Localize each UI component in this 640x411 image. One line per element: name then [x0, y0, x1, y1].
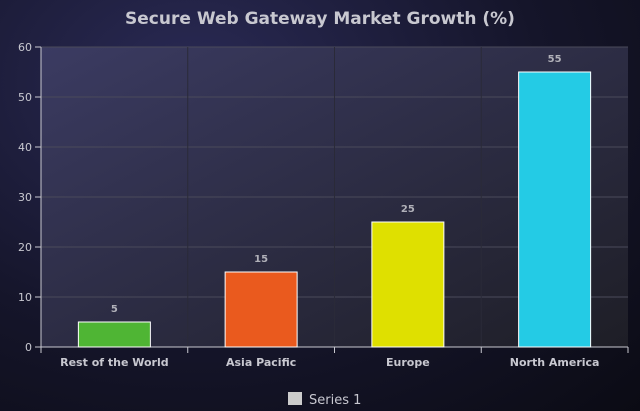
legend-label[interactable]: Series 1: [309, 393, 361, 408]
legend[interactable]: Series 1: [288, 392, 361, 408]
y-tick-label: 0: [25, 341, 32, 354]
x-tick-label: Europe: [386, 356, 430, 369]
legend-swatch[interactable]: [288, 392, 302, 405]
chart-title: Secure Web Gateway Market Growth (%): [125, 9, 515, 29]
grid-lines: [41, 46, 628, 347]
bars: [77, 71, 592, 348]
bar[interactable]: [77, 321, 151, 348]
bar-value-label: 15: [254, 254, 268, 265]
bar-value-label: 55: [548, 54, 562, 65]
y-tick-label: 40: [18, 141, 32, 154]
y-tick-label: 30: [18, 191, 32, 204]
y-axis: 0 10 20 30 40 50 60: [18, 41, 42, 354]
y-tick-label: 50: [18, 91, 32, 104]
y-tick-label: 10: [18, 291, 32, 304]
bar[interactable]: [518, 71, 592, 348]
x-axis: Rest of the World Asia Pacific Europe North…: [40, 346, 629, 369]
bar[interactable]: [371, 221, 445, 348]
y-tick-label: 20: [18, 241, 32, 254]
x-tick-label: North America: [510, 356, 600, 369]
bar-value-label: 5: [111, 304, 118, 315]
x-tick-label: Asia Pacific: [226, 356, 296, 369]
x-tick-label: Rest of the World: [60, 356, 169, 369]
y-tick-label: 60: [18, 41, 32, 54]
bar[interactable]: [224, 271, 298, 348]
bar-value-label: 25: [401, 204, 415, 215]
data-labels: 5 15 25 55: [111, 54, 562, 315]
